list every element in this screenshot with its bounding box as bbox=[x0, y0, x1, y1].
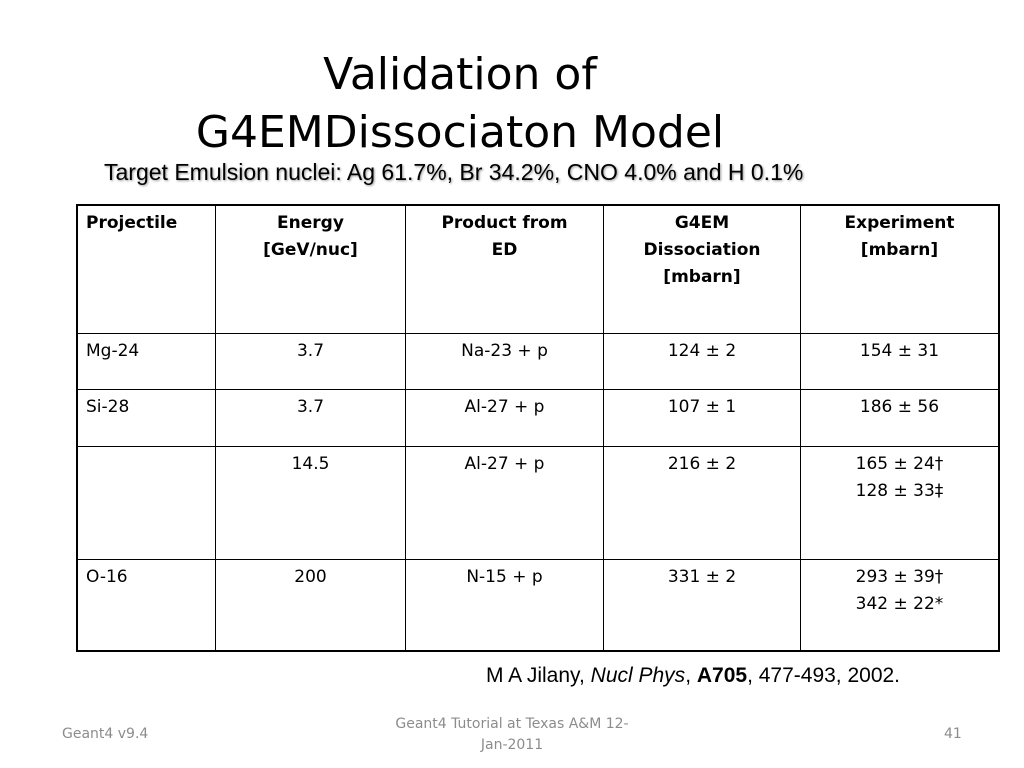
table-row: 14.5 Al-27 + p 216 ± 2 165 ± 24† 128 ± 3… bbox=[76, 445, 1000, 560]
cell-experiment: 165 ± 24† 128 ± 33‡ bbox=[800, 445, 1000, 560]
slide-number: 41 bbox=[944, 726, 962, 742]
dissociation-table: Projectile Energy [GeV/nuc] Product from… bbox=[76, 204, 1000, 652]
citation-sep: , bbox=[685, 664, 697, 687]
cell-projectile: Mg-24 bbox=[76, 332, 216, 390]
cell-g4em: 124 ± 2 bbox=[603, 332, 801, 390]
citation: M A Jilany, Nucl Phys, A705, 477-493, 20… bbox=[486, 664, 900, 688]
cell-product: Al-27 + p bbox=[405, 445, 604, 560]
cell-g4em: 331 ± 2 bbox=[603, 558, 801, 652]
cell-projectile bbox=[76, 445, 216, 560]
cell-projectile: O-16 bbox=[76, 558, 216, 652]
slide-title-line-1: Validation of bbox=[323, 49, 597, 100]
cell-energy: 3.7 bbox=[215, 388, 406, 447]
header-energy: Energy [GeV/nuc] bbox=[215, 204, 406, 334]
cell-energy: 200 bbox=[215, 558, 406, 652]
cell-experiment: 186 ± 56 bbox=[800, 388, 1000, 447]
slide-title: Validation of G4EMDissociaton Model bbox=[150, 46, 770, 162]
header-experiment: Experiment [mbarn] bbox=[800, 204, 1000, 334]
header-projectile: Projectile bbox=[76, 204, 216, 334]
footer-version: Geant4 v9.4 bbox=[62, 726, 149, 742]
citation-journal: Nucl Phys bbox=[590, 664, 686, 687]
cell-product: Na-23 + p bbox=[405, 332, 604, 390]
cell-experiment: 154 ± 31 bbox=[800, 332, 1000, 390]
citation-volume: A705 bbox=[696, 664, 748, 687]
cell-experiment: 293 ± 39† 342 ± 22* bbox=[800, 558, 1000, 652]
cell-energy: 14.5 bbox=[215, 445, 406, 560]
cell-energy: 3.7 bbox=[215, 332, 406, 390]
target-emulsion-subtitle: Target Emulsion nuclei: Ag 61.7%, Br 34.… bbox=[104, 159, 804, 185]
cell-product: Al-27 + p bbox=[405, 388, 604, 447]
cell-g4em: 216 ± 2 bbox=[603, 445, 801, 560]
footer-event-line-1: Geant4 Tutorial at Texas A&M 12- bbox=[395, 716, 629, 732]
footer-event-line-2: Jan-2011 bbox=[480, 737, 544, 753]
cell-product: N-15 + p bbox=[405, 558, 604, 652]
cell-projectile: Si-28 bbox=[76, 388, 216, 447]
table-header-row: Projectile Energy [GeV/nuc] Product from… bbox=[76, 204, 1000, 334]
citation-pages-year: , 477-493, 2002. bbox=[747, 664, 901, 687]
header-product: Product from ED bbox=[405, 204, 604, 334]
table-row: Mg-24 3.7 Na-23 + p 124 ± 2 154 ± 31 bbox=[76, 332, 1000, 390]
header-g4em: G4EM Dissociation [mbarn] bbox=[603, 204, 801, 334]
cell-g4em: 107 ± 1 bbox=[603, 388, 801, 447]
table-row: Si-28 3.7 Al-27 + p 107 ± 1 186 ± 56 bbox=[76, 388, 1000, 447]
citation-author: M A Jilany, bbox=[486, 664, 591, 687]
table-row: O-16 200 N-15 + p 331 ± 2 293 ± 39† 342 … bbox=[76, 558, 1000, 652]
slide-title-line-2: G4EMDissociaton Model bbox=[195, 107, 725, 158]
footer-event: Geant4 Tutorial at Texas A&M 12- Jan-201… bbox=[352, 714, 672, 756]
